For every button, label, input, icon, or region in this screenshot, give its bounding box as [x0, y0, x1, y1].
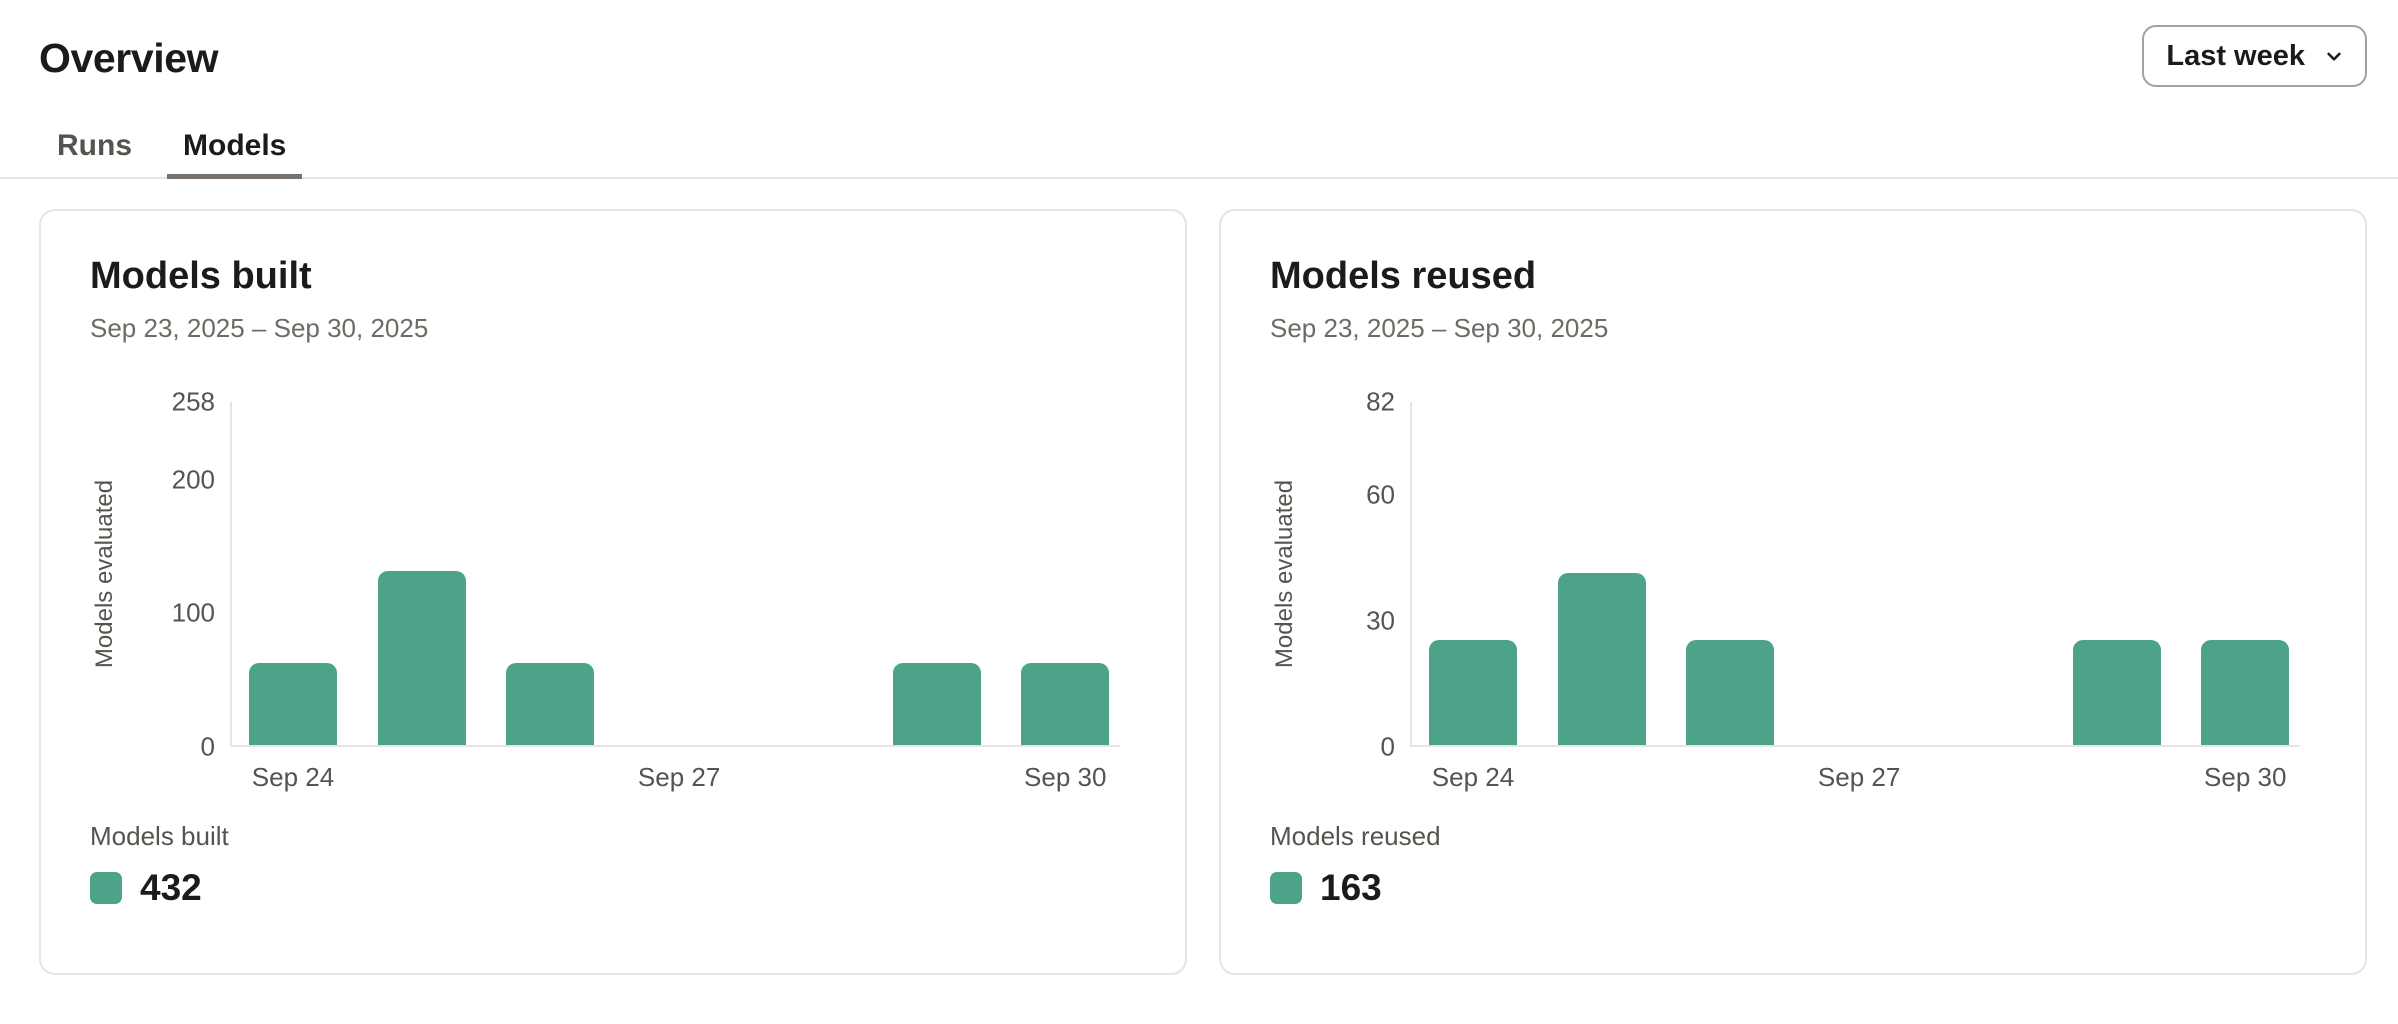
y-tick-label: 258: [171, 386, 215, 417]
chart-legend: Models built 432: [90, 821, 229, 909]
time-range-select[interactable]: Last week: [2142, 25, 2367, 87]
y-tick-label: 0: [200, 731, 215, 762]
chart-bar: [1021, 663, 1110, 745]
x-tick-label: Sep 24: [251, 762, 335, 792]
y-tick-label: 30: [1366, 605, 1395, 636]
chart-bar: [506, 663, 595, 745]
legend-swatch: [1270, 872, 1302, 904]
legend-label: Models reused: [1270, 821, 1441, 851]
legend-row: 163: [1270, 867, 1441, 909]
chart-bar: [1686, 639, 1775, 745]
models-built-bar-chart: Models evaluated 0 100 200 258 Sep 24 Sep 27 Se…: [91, 387, 1120, 792]
legend-swatch: [90, 872, 122, 904]
models-reused-bar-chart: Models evaluated 0 30 60 82 Sep 24 Sep 27 Sep 3…: [1271, 387, 2300, 792]
chart-bar: [2201, 639, 2290, 745]
tab-models[interactable]: Models: [167, 128, 303, 179]
chart-legend: Models reused 163: [1270, 821, 1441, 909]
models-built-card: Models built Sep 23, 2025 – Sep 30, 2025…: [39, 209, 1187, 975]
card-date-range: Sep 23, 2025 – Sep 30, 2025: [90, 313, 429, 343]
card-date-range: Sep 23, 2025 – Sep 30, 2025: [1270, 313, 1609, 343]
x-tick-label: Sep 24: [1431, 762, 1515, 792]
y-tick-label: 82: [1366, 386, 1395, 417]
time-range-value: Last week: [2166, 39, 2305, 72]
x-tick-label: Sep 30: [2204, 762, 2287, 792]
y-tick-label: 0: [1380, 731, 1395, 762]
card-title: Models reused: [1270, 255, 1537, 297]
y-axis-label: Models evaluated: [1271, 479, 1298, 669]
page-title: Overview: [39, 35, 219, 81]
y-axis-label: Models evaluated: [91, 479, 118, 669]
x-tick-label: Sep 27: [1817, 762, 1901, 792]
overview-tabs: Runs Models: [0, 128, 2398, 179]
chart-bar: [2072, 639, 2161, 745]
y-tick-label: 60: [1366, 479, 1395, 510]
x-tick-label: Sep 30: [1024, 762, 1107, 792]
models-reused-card: Models reused Sep 23, 2025 – Sep 30, 202…: [1219, 209, 2367, 975]
legend-total-value: 432: [140, 867, 202, 908]
card-title: Models built: [90, 255, 312, 297]
legend-row: 432: [90, 867, 229, 909]
chart-bar: [249, 663, 337, 745]
chevron-down-icon: [2327, 52, 2341, 61]
y-tick-label: 100: [171, 597, 215, 628]
cards-row: Models built Sep 23, 2025 – Sep 30, 2025…: [39, 209, 2367, 975]
chart-bar: [892, 663, 981, 745]
chart-bar: [1557, 572, 1646, 745]
tab-runs[interactable]: Runs: [57, 129, 132, 162]
legend-label: Models built: [90, 821, 229, 851]
y-tick-label: 200: [171, 464, 215, 495]
chart-bar: [1429, 639, 1517, 745]
page-header: Overview Last week: [0, 0, 2398, 87]
x-tick-label: Sep 27: [637, 762, 721, 792]
chart-bar: [377, 571, 466, 745]
legend-total-value: 163: [1320, 867, 1382, 908]
